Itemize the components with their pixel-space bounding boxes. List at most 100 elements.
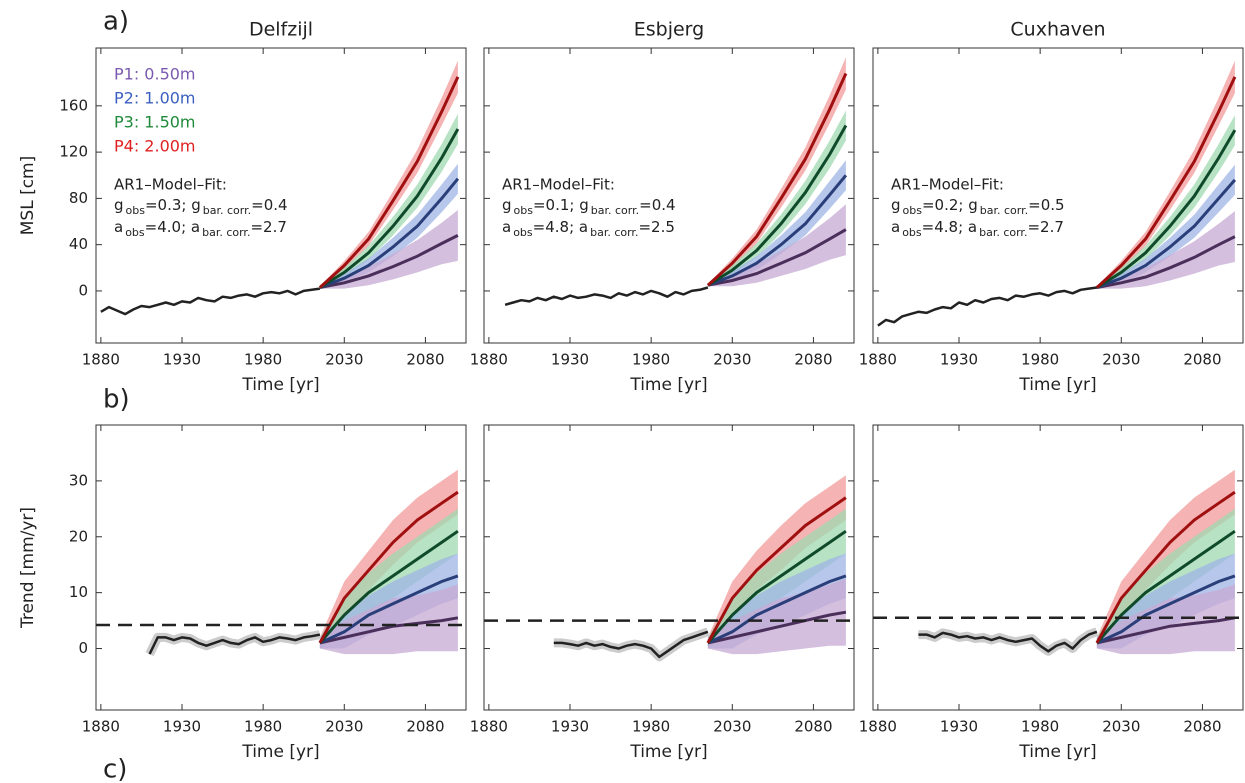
panel-title: Delfzijl bbox=[249, 19, 313, 41]
axes-frame bbox=[483, 424, 855, 711]
panel-title: Esbjerg bbox=[634, 19, 704, 41]
plot-area bbox=[918, 469, 1236, 656]
fit-text: g bbox=[502, 196, 512, 214]
x-axis-label: Time [yr] bbox=[629, 375, 707, 395]
fit-subscript: obs bbox=[902, 226, 922, 239]
x-tick-label: 1930 bbox=[940, 718, 978, 736]
x-tick-label: 1880 bbox=[470, 351, 508, 369]
x-tick-label: 1930 bbox=[940, 351, 978, 369]
x-tick-label: 2080 bbox=[1183, 351, 1221, 369]
x-tick-label: 1930 bbox=[551, 351, 589, 369]
fit-text: a bbox=[502, 218, 511, 236]
panel-label: b) bbox=[103, 385, 130, 415]
median-line bbox=[1095, 490, 1236, 644]
uncertainty-band bbox=[1096, 211, 1235, 289]
y-tick-label: 10 bbox=[69, 583, 88, 601]
fit-subscript: obs bbox=[514, 204, 534, 217]
x-tick-label: 2030 bbox=[1102, 718, 1140, 736]
x-tick-label: 1880 bbox=[470, 718, 508, 736]
median-line bbox=[319, 574, 459, 645]
x-tick-label: 2080 bbox=[406, 351, 444, 369]
panel-title: Cuxhaven bbox=[1010, 19, 1105, 41]
x-tick-label: 1880 bbox=[859, 718, 897, 736]
axes-frame bbox=[95, 47, 467, 344]
fit-line: g obs=0.1; g bar. corr.=0.4 bbox=[502, 196, 676, 218]
median-line bbox=[1096, 616, 1236, 645]
median-line bbox=[318, 490, 459, 644]
fit-text: =4.8; a bbox=[922, 218, 977, 236]
y-axis-label: Trend [mm/yr] bbox=[18, 507, 38, 629]
x-tick-label: 1930 bbox=[163, 718, 201, 736]
fit-subscript: bar. corr. bbox=[202, 226, 250, 239]
x-axis-label: Time [yr] bbox=[1018, 742, 1096, 762]
fit-text: g bbox=[114, 196, 124, 214]
fit-subscript: obs bbox=[126, 204, 146, 217]
x-tick-label: 1980 bbox=[244, 718, 282, 736]
fit-subscript: bar. corr. bbox=[980, 204, 1028, 217]
x-tick-label: 2080 bbox=[406, 718, 444, 736]
plot-area bbox=[145, 469, 459, 657]
x-tick-label: 1930 bbox=[551, 718, 589, 736]
y-tick-label: 30 bbox=[69, 471, 88, 489]
fit-text: =4.8; a bbox=[533, 218, 588, 236]
panel-label: a) bbox=[103, 7, 129, 37]
plot-area bbox=[553, 475, 847, 662]
plot-area bbox=[877, 60, 1237, 327]
median-line bbox=[318, 76, 460, 289]
median-line bbox=[706, 529, 847, 644]
y-tick-label: 80 bbox=[69, 189, 88, 207]
axes-frame bbox=[95, 424, 467, 711]
y-tick-label: 20 bbox=[69, 527, 88, 545]
fit-subscript: bar. corr. bbox=[591, 204, 639, 217]
fit-title: AR1–Model–Fit: bbox=[502, 176, 615, 194]
x-tick-label: 1980 bbox=[1021, 351, 1059, 369]
fit-text: a bbox=[891, 218, 900, 236]
uncertainty-band bbox=[319, 210, 458, 289]
median-line bbox=[319, 177, 460, 289]
legend-entry: P4: 2.00m bbox=[114, 137, 196, 156]
median-line bbox=[707, 124, 848, 287]
legend-entry: P1: 0.50m bbox=[114, 65, 196, 84]
fit-text: =0.4 bbox=[639, 196, 675, 214]
x-axis-label: Time [yr] bbox=[1018, 375, 1096, 395]
x-axis-label: Time [yr] bbox=[629, 742, 707, 762]
fit-text: =0.3; g bbox=[145, 196, 201, 214]
fit-line: a obs=4.8; a bar. corr.=2.7 bbox=[891, 218, 1064, 240]
median-line bbox=[1096, 574, 1236, 645]
median-line bbox=[1095, 76, 1237, 289]
median-line bbox=[1096, 178, 1237, 289]
fit-line: g obs=0.2; g bar. corr.=0.5 bbox=[891, 196, 1065, 218]
x-tick-label: 1980 bbox=[1021, 718, 1059, 736]
x-tick-label: 2030 bbox=[713, 351, 751, 369]
y-axis-label: MSL [cm] bbox=[18, 156, 38, 236]
x-tick-label: 1930 bbox=[163, 351, 201, 369]
median-line bbox=[318, 529, 459, 644]
y-tick-label: 0 bbox=[78, 281, 88, 299]
x-tick-label: 2030 bbox=[1102, 351, 1140, 369]
x-tick-label: 1880 bbox=[82, 351, 120, 369]
uncertainty-band bbox=[707, 204, 846, 287]
fit-subscript: bar. corr. bbox=[979, 226, 1027, 239]
fit-text: g bbox=[891, 196, 901, 214]
x-tick-label: 2030 bbox=[713, 718, 751, 736]
median-line bbox=[1095, 529, 1236, 644]
fit-text: =4.0; a bbox=[145, 218, 200, 236]
legend-entry: P3: 1.50m bbox=[114, 113, 196, 132]
plot-area bbox=[504, 57, 848, 307]
x-tick-label: 1980 bbox=[244, 351, 282, 369]
observed-line bbox=[148, 633, 321, 655]
fit-text: =0.1; g bbox=[533, 196, 589, 214]
x-tick-label: 1980 bbox=[632, 718, 670, 736]
panel-label: c) bbox=[103, 755, 127, 783]
observed-line bbox=[553, 630, 709, 659]
fit-subscript: obs bbox=[125, 226, 145, 239]
x-tick-label: 1880 bbox=[82, 718, 120, 736]
observed-uncertainty bbox=[918, 627, 1099, 656]
median-line bbox=[707, 174, 848, 287]
x-axis-label: Time [yr] bbox=[241, 375, 319, 395]
fit-text: =2.5 bbox=[638, 218, 674, 236]
median-line bbox=[707, 228, 847, 287]
x-tick-label: 2030 bbox=[325, 351, 363, 369]
